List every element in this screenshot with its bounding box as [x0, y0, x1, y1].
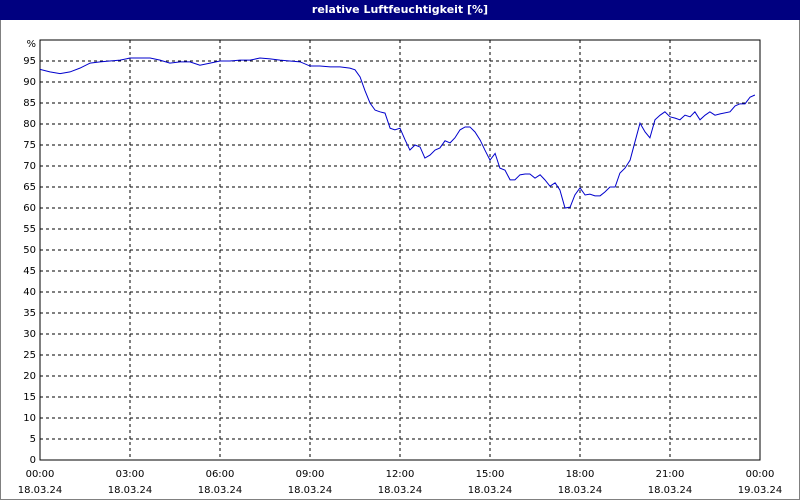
x-tick-date: 18.03.24: [468, 485, 513, 496]
x-tick-date: 18.03.24: [648, 485, 693, 496]
x-tick-label: 06:00: [206, 469, 235, 480]
x-tick-date: 18.03.24: [108, 485, 153, 496]
x-tick-date: 18.03.24: [378, 485, 423, 496]
y-tick-label: 35: [23, 308, 36, 319]
x-tick-date: 18.03.24: [558, 485, 603, 496]
y-tick-label: 55: [23, 224, 36, 235]
x-tick-label: 03:00: [116, 469, 145, 480]
y-tick-label: 70: [23, 161, 36, 172]
y-tick-label: 85: [23, 98, 36, 109]
title-bar: [0, 0, 800, 20]
x-tick-date: 18.03.24: [18, 485, 63, 496]
x-tick-label: 00:00: [26, 469, 55, 480]
x-tick-label: 18:00: [566, 469, 595, 480]
x-tick-label: 09:00: [296, 469, 325, 480]
y-tick-label: 15: [23, 392, 36, 403]
x-tick-label: 21:00: [656, 469, 685, 480]
y-tick-label: 25: [23, 350, 36, 361]
x-tick-label: 12:00: [386, 469, 415, 480]
y-tick-label: 95: [23, 56, 36, 67]
x-tick-date: 19.03.24: [738, 485, 783, 496]
x-tick-date: 18.03.24: [288, 485, 333, 496]
y-tick-label: 65: [23, 182, 36, 193]
y-tick-label: 5: [30, 434, 36, 445]
y-tick-label: 20: [23, 371, 36, 382]
x-tick-date: 18.03.24: [198, 485, 243, 496]
chart-title: relative Luftfeuchtigkeit [%]: [312, 3, 488, 16]
y-tick-label: 75: [23, 140, 36, 151]
y-tick-label: 10: [23, 413, 36, 424]
y-tick-label: 60: [23, 203, 36, 214]
y-tick-label: 45: [23, 266, 36, 277]
y-tick-label: 90: [23, 77, 36, 88]
y-tick-label: %: [26, 39, 36, 50]
y-tick-label: 0: [30, 455, 36, 466]
y-tick-label: 50: [23, 245, 36, 256]
x-tick-label: 15:00: [476, 469, 505, 480]
y-tick-label: 40: [23, 287, 36, 298]
y-tick-label: 30: [23, 329, 36, 340]
x-tick-label: 00:00: [746, 469, 775, 480]
data-line: [39, 57, 756, 209]
y-tick-label: 80: [23, 119, 36, 130]
